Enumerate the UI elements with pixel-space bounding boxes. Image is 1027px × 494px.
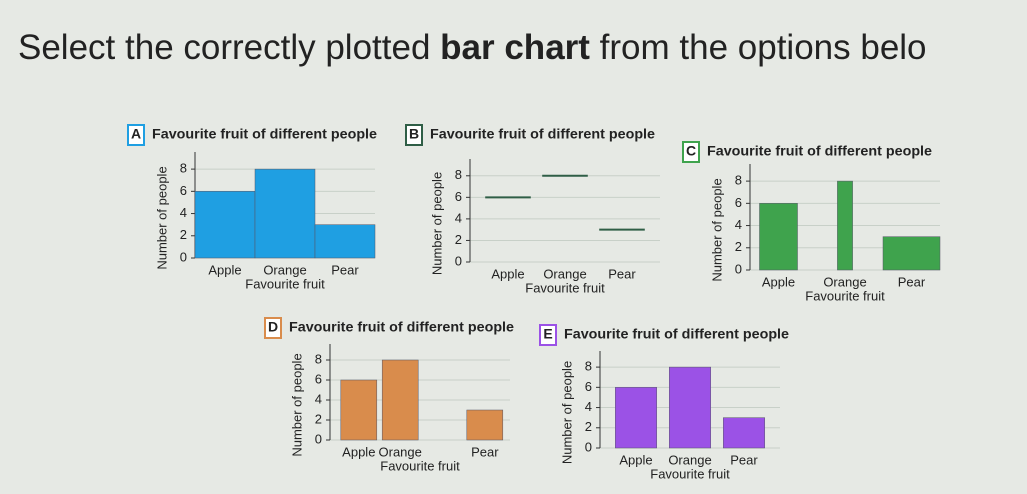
y-tick-label: 4	[455, 210, 462, 225]
y-tick-label: 6	[735, 195, 742, 210]
x-tick-label: Orange	[379, 444, 422, 459]
y-axis-label: Number of people	[289, 353, 304, 456]
bar	[466, 409, 504, 441]
question: Select the correctly plotted bar chart f…	[18, 28, 927, 67]
y-tick-label: 2	[315, 411, 322, 426]
y-tick-label: 6	[585, 379, 592, 394]
chart-title: Favourite fruit of different people	[289, 319, 514, 335]
option-box	[682, 141, 700, 163]
y-tick-label: 2	[585, 419, 592, 434]
y-tick-label: 8	[180, 161, 187, 176]
y-tick-label: 4	[315, 391, 322, 406]
x-tick-label: Orange	[823, 274, 866, 289]
option-letter: A	[131, 126, 141, 142]
y-axis-label: Number of people	[559, 361, 574, 464]
question-bold: bar chart	[440, 28, 590, 67]
y-tick-label: 4	[180, 205, 187, 220]
question-text: from the options belo	[590, 28, 927, 67]
bar	[615, 387, 657, 449]
x-tick-label: Pear	[331, 262, 359, 277]
option-box	[264, 317, 282, 339]
bar	[723, 417, 765, 449]
y-tick-label: 8	[315, 351, 322, 366]
y-tick-label: 8	[455, 167, 462, 182]
bar	[381, 359, 419, 441]
bar	[759, 203, 798, 271]
y-tick-label: 0	[455, 253, 462, 268]
x-tick-label: Apple	[762, 274, 795, 289]
bar	[837, 180, 853, 271]
y-tick-label: 0	[585, 439, 592, 454]
bar	[340, 379, 378, 441]
chart-title: Favourite fruit of different people	[564, 326, 789, 342]
y-axis-label: Number of people	[709, 178, 724, 281]
x-tick-label: Apple	[208, 262, 241, 277]
option-box	[127, 124, 145, 146]
chart-title: Favourite fruit of different people	[707, 143, 932, 159]
option-letter: B	[409, 126, 419, 142]
chart-title: Favourite fruit of different people	[152, 126, 377, 142]
y-tick-label: 2	[735, 239, 742, 254]
x-axis-label: Favourite fruit	[525, 280, 605, 295]
x-tick-label: Pear	[608, 266, 636, 281]
x-tick-label: Pear	[471, 444, 499, 459]
y-tick-label: 2	[180, 227, 187, 242]
option-letter: E	[543, 326, 552, 342]
x-tick-label: Pear	[730, 452, 758, 467]
option-box	[405, 124, 423, 146]
question-text: Select the correctly plotted	[18, 28, 440, 67]
bar	[314, 224, 376, 259]
x-tick-label: Apple	[491, 266, 524, 281]
y-tick-label: 6	[455, 189, 462, 204]
x-tick-label: Orange	[668, 452, 711, 467]
x-axis-label: Favourite fruit	[805, 288, 885, 303]
y-tick-label: 0	[315, 431, 322, 446]
y-tick-label: 0	[735, 261, 742, 276]
y-tick-label: 2	[455, 232, 462, 247]
y-tick-label: 4	[735, 217, 742, 232]
x-tick-label: Apple	[619, 452, 652, 467]
y-tick-label: 0	[180, 249, 187, 264]
x-tick-label: Pear	[898, 274, 926, 289]
y-tick-label: 8	[585, 359, 592, 374]
x-tick-label: Orange	[263, 262, 306, 277]
option-box	[539, 324, 557, 346]
bar	[882, 236, 941, 271]
y-axis-label: Number of people	[154, 166, 169, 269]
y-tick-label: 6	[180, 183, 187, 198]
x-axis-label: Favourite fruit	[380, 458, 460, 473]
y-tick-label: 6	[315, 371, 322, 386]
chart-title: Favourite fruit of different people	[430, 126, 655, 142]
option-letter: D	[268, 319, 278, 335]
y-tick-label: 4	[585, 399, 592, 414]
x-tick-label: Orange	[543, 266, 586, 281]
bar	[194, 191, 256, 259]
x-axis-label: Favourite fruit	[245, 276, 325, 291]
y-tick-label: 8	[735, 173, 742, 188]
option-letter: C	[686, 143, 696, 159]
x-axis-label: Favourite fruit	[650, 466, 730, 481]
bar	[669, 366, 711, 449]
x-tick-label: Apple	[342, 444, 375, 459]
bar	[254, 168, 316, 259]
y-axis-label: Number of people	[429, 172, 444, 275]
